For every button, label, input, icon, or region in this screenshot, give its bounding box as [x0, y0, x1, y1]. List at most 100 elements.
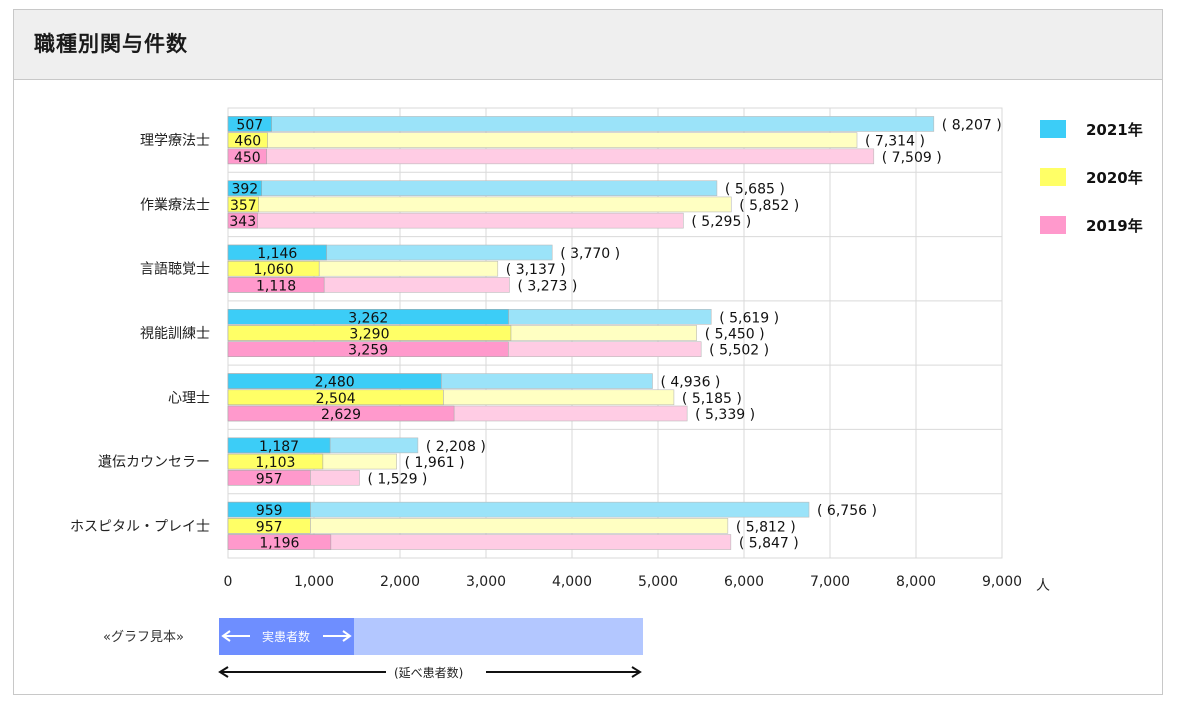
bar-value-label-2-6: 1,196 — [259, 536, 299, 552]
sample-actual-label: 実患者数 — [262, 630, 311, 644]
x-unit-label: 人 — [1036, 578, 1050, 594]
bar-actual-1-5 — [227, 453, 324, 470]
bar-total-0-6 — [227, 501, 810, 518]
x-tick-label-4: 4,000 — [552, 574, 592, 590]
bar-value-label-1-1: 357 — [230, 198, 257, 214]
bar-total-label-1-4: ( 5,185 ) — [682, 391, 742, 407]
bar-value-label-1-5: 1,103 — [255, 455, 295, 471]
legend-swatch-2020 — [1040, 168, 1066, 186]
bar-total-label-2-0: ( 7,509 ) — [882, 150, 942, 166]
bar-total-label-2-2: ( 3,273 ) — [517, 278, 577, 294]
bar-total-label-0-4: ( 4,936 ) — [660, 375, 720, 391]
bar-actual-1-0 — [227, 132, 268, 148]
bar-total-2-1 — [227, 212, 684, 229]
bar-value-label-2-0: 450 — [234, 150, 261, 166]
bar-value-label-2-1: 343 — [229, 214, 256, 230]
x-tick-label-6: 6,000 — [724, 574, 764, 590]
x-tick-label-7: 7,000 — [810, 574, 850, 590]
bar-total-2-0 — [227, 148, 875, 165]
bar-value-label-1-6: 957 — [256, 519, 283, 535]
bar-value-label-0-4: 2,480 — [315, 375, 355, 391]
bar-value-label-1-0: 460 — [234, 134, 261, 150]
bar-actual-2-3 — [227, 341, 509, 358]
x-tick-label-0: 0 — [224, 574, 233, 590]
bar-value-label-1-4: 2,504 — [316, 391, 356, 407]
bar-actual-1-6 — [227, 518, 311, 534]
bar-actual-2-6 — [227, 534, 332, 550]
bar-total-label-2-1: ( 5,295 ) — [691, 214, 751, 230]
legend-item-2020: 2020年 — [1040, 166, 1160, 187]
bar-value-label-1-3: 3,290 — [349, 327, 389, 343]
bar-actual-2-1 — [227, 212, 258, 229]
category-label-6: ホスピタル・プレイ士 — [70, 519, 210, 535]
panel-header: 職種別関与件数 — [14, 10, 1162, 80]
bar-total-label-1-6: ( 5,812 ) — [736, 519, 796, 535]
bar-value-label-2-3: 3,259 — [348, 343, 388, 359]
bar-actual-0-2 — [227, 244, 327, 261]
bar-value-label-0-5: 1,187 — [259, 439, 299, 455]
bar-total-label-0-0: ( 8,207 ) — [942, 117, 1002, 133]
x-tick-label-5: 5,000 — [638, 574, 678, 590]
x-tick-label-8: 8,000 — [896, 574, 936, 590]
bar-value-label-2-5: 957 — [256, 471, 283, 487]
bar-actual-0-6 — [227, 501, 311, 518]
bar-value-label-0-2: 1,146 — [257, 246, 297, 262]
legend-item-2019: 2019年 — [1040, 214, 1160, 235]
bar-actual-0-0 — [227, 116, 272, 132]
bar-total-label-1-0: ( 7,314 ) — [865, 134, 925, 150]
bar-value-label-1-2: 1,060 — [254, 262, 294, 278]
bar-total-label-0-6: ( 6,756 ) — [817, 503, 877, 519]
bar-actual-2-2 — [227, 277, 325, 293]
bar-total-label-0-3: ( 5,619 ) — [719, 310, 779, 326]
bar-actual-0-1 — [227, 180, 263, 197]
category-label-5: 遺伝カウンセラー — [98, 455, 210, 471]
category-label-0: 理学療法士 — [140, 132, 210, 149]
bar-actual-1-2 — [227, 260, 320, 277]
bar-total-label-1-2: ( 3,137 ) — [506, 262, 566, 278]
bar-total-label-2-5: ( 1,529 ) — [367, 471, 427, 487]
bar-total-label-2-4: ( 5,339 ) — [695, 407, 755, 423]
legend-swatch-2019 — [1040, 216, 1066, 234]
bar-total-0-1 — [227, 180, 718, 197]
bar-total-label-2-6: ( 5,847 ) — [739, 536, 799, 552]
bar-value-label-0-3: 3,262 — [348, 310, 388, 326]
bar-value-label-0-6: 959 — [256, 503, 283, 519]
bar-actual-1-3 — [227, 325, 512, 341]
bar-total-label-2-3: ( 5,502 ) — [709, 343, 769, 359]
legend-label-2021: 2021年 — [1086, 121, 1143, 139]
category-label-1: 作業療法士 — [140, 196, 210, 213]
bar-value-label-2-4: 2,629 — [321, 407, 361, 423]
bar-total-label-1-5: ( 1,961 ) — [405, 455, 465, 471]
bar-actual-0-4 — [227, 373, 442, 389]
sample-graph-label: «グラフ見本» — [103, 630, 184, 645]
category-label-2: 言語聴覚士 — [140, 262, 210, 278]
bar-actual-0-3 — [227, 308, 509, 325]
bar-value-label-2-2: 1,118 — [256, 278, 296, 294]
bar-total-label-1-3: ( 5,450 ) — [705, 327, 765, 343]
legend-label-2019: 2019年 — [1086, 217, 1143, 235]
bar-actual-1-4 — [227, 389, 444, 406]
bar-value-label-0-0: 507 — [236, 117, 263, 133]
bar-value-label-0-1: 392 — [231, 182, 258, 198]
page-title: 職種別関与件数 — [34, 32, 188, 56]
legend-item-2021: 2021年 — [1040, 118, 1160, 139]
sample-total-label: (延べ患者数) — [390, 664, 468, 681]
x-tick-label-1: 1,000 — [294, 574, 334, 590]
bar-total-label-0-1: ( 5,685 ) — [725, 182, 785, 198]
bar-total-1-1 — [227, 196, 732, 213]
bar-actual-2-4 — [227, 405, 455, 422]
legend-swatch-2021 — [1040, 120, 1066, 138]
legend-label-2020: 2020年 — [1086, 169, 1143, 187]
bar-total-label-0-5: ( 2,208 ) — [426, 439, 486, 455]
x-tick-label-9: 9,000 — [982, 574, 1022, 590]
bar-actual-2-5 — [227, 469, 311, 486]
x-tick-label-2: 2,000 — [380, 574, 420, 590]
bar-actual-0-5 — [227, 437, 331, 454]
bar-total-1-0 — [227, 132, 858, 148]
x-tick-label-3: 3,000 — [466, 574, 506, 590]
category-label-4: 心理士 — [168, 390, 210, 406]
bar-total-label-0-2: ( 3,770 ) — [560, 246, 620, 262]
bar-total-0-0 — [227, 116, 935, 132]
bar-actual-2-0 — [227, 148, 268, 165]
